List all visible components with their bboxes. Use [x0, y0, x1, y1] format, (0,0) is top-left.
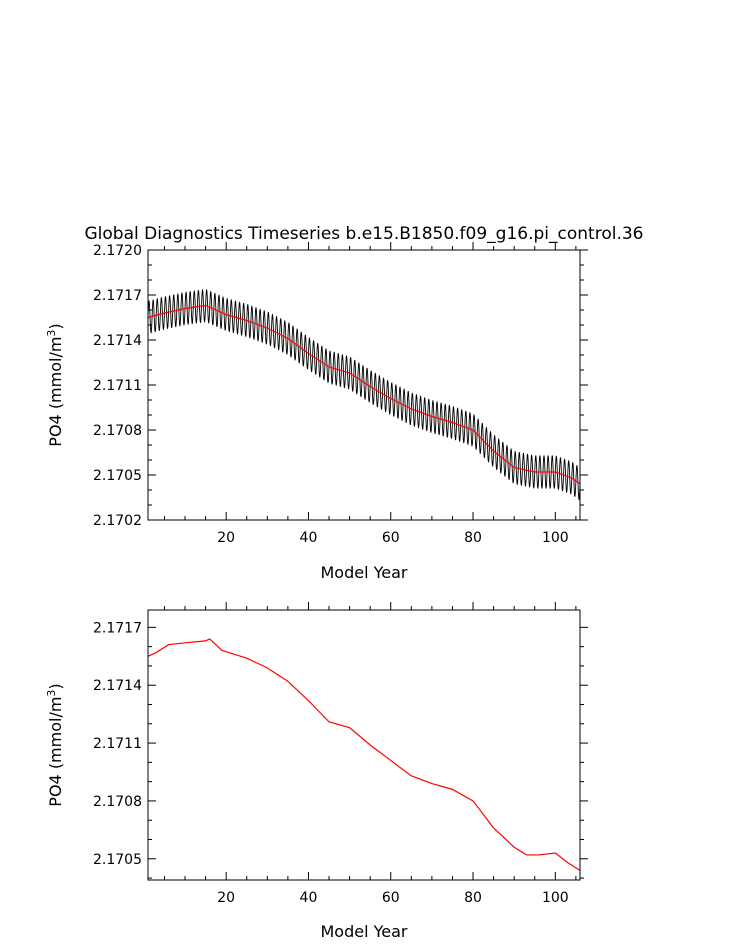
x-tick-label: 60 [382, 890, 400, 906]
y-tick-label: 2.1705 [93, 468, 142, 484]
x-tick-label: 60 [382, 530, 400, 546]
y-tick-label: 2.1717 [93, 620, 142, 636]
x-tick-label: 20 [217, 890, 235, 906]
series-line-annual-mean [147, 304, 581, 485]
top-y-axis-label: PO4 (mmol/m3) [45, 323, 65, 446]
y-tick-label: 2.1702 [93, 513, 142, 529]
x-tick-label: 20 [217, 530, 235, 546]
bottom-y-axis-label: PO4 (mmol/m3) [45, 683, 65, 806]
x-tick-label: 80 [464, 530, 482, 546]
y-tick-label: 2.1708 [93, 423, 142, 439]
top-x-axis-label: Model Year [321, 563, 408, 582]
chart-title: Global Diagnostics Timeseries b.e15.B185… [85, 224, 644, 244]
bottom-ticks-layer: 20 40 60 80 100 2.1705 2.1708 2.1711 2.1714 2.171… [93, 602, 588, 906]
y-tick-label: 2.1714 [93, 333, 142, 349]
x-tick-label: 100 [542, 890, 569, 906]
bottom-x-axis-label: Model Year [321, 922, 408, 941]
bottom-series-layer [147, 638, 581, 871]
top-ticks-layer: 20 40 60 80 100 2.1702 2.1705 2.1708 2.1711 2.171… [93, 242, 588, 546]
x-tick-label: 40 [300, 890, 318, 906]
x-tick-label: 40 [300, 530, 318, 546]
y-tick-label: 2.1714 [93, 678, 142, 694]
series-line-annual-mean [147, 638, 581, 871]
y-tick-label: 2.1708 [93, 794, 142, 810]
y-tick-label: 2.1720 [93, 243, 142, 259]
x-tick-label: 100 [542, 530, 569, 546]
y-tick-label: 2.1711 [93, 378, 142, 394]
bottom-panel: 20 40 60 80 100 2.1705 2.1708 2.1711 2.1714 2.171… [45, 602, 588, 941]
y-tick-label: 2.1705 [93, 852, 142, 868]
top-series-layer [147, 289, 581, 500]
top-panel: Global Diagnostics Timeseries b.e15.B185… [45, 224, 643, 582]
y-tick-label: 2.1717 [93, 288, 142, 304]
x-tick-label: 80 [464, 890, 482, 906]
y-tick-label: 2.1711 [93, 736, 142, 752]
bottom-plot-frame [147, 609, 581, 881]
